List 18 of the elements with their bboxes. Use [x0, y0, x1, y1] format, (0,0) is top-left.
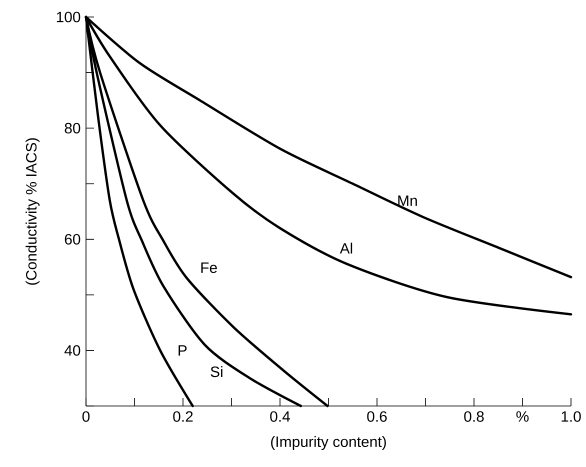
y-tick-label: 40 [64, 345, 80, 356]
y-axis-title: (Conductivity % IACS) [26, 138, 40, 285]
x-tick-label: 0.8 [464, 411, 484, 422]
y-tick-label: 100 [56, 12, 80, 22]
x-axis-title: (Impurity content) [271, 436, 386, 450]
y-tick-label: 80 [64, 122, 80, 134]
series-label: Al [340, 242, 352, 254]
y-tick-label: 60 [64, 234, 80, 245]
series-label: Fe [201, 262, 217, 273]
series-label: P [178, 345, 187, 356]
series-label: Si [210, 366, 222, 378]
x-tick-label: 0.4 [270, 411, 290, 422]
x-tick-label: 0.6 [367, 411, 387, 422]
x-tick-label: 1.0 [562, 411, 581, 422]
x-tick-label: 0.2 [173, 411, 193, 422]
series-label: Mn [398, 196, 417, 206]
x-tick-label: % [516, 411, 529, 422]
x-tick-label: 0 [82, 411, 90, 422]
